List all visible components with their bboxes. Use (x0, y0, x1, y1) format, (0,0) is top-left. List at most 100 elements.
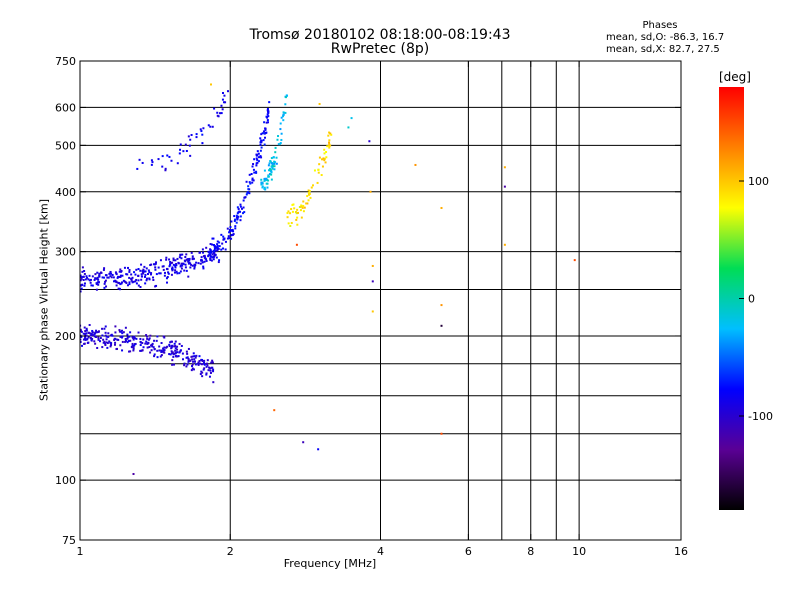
data-point (120, 270, 123, 273)
data-point (150, 272, 153, 275)
data-point (209, 243, 212, 246)
data-point (321, 165, 324, 168)
data-point (135, 278, 138, 281)
data-point (176, 348, 179, 351)
data-point (237, 208, 240, 211)
data-point (107, 335, 110, 338)
data-point (104, 325, 107, 328)
data-point (282, 119, 285, 122)
data-point (88, 274, 91, 277)
data-point (85, 275, 88, 278)
data-point (251, 178, 254, 181)
data-point (191, 367, 194, 370)
data-point (102, 338, 105, 341)
data-point (218, 241, 221, 244)
data-point (139, 344, 142, 347)
data-point (129, 350, 132, 353)
data-point (165, 281, 168, 284)
data-point (165, 258, 168, 261)
data-point (289, 224, 292, 227)
data-point (199, 373, 202, 376)
data-point (256, 150, 259, 153)
data-point (114, 279, 117, 282)
data-point (185, 149, 188, 152)
data-point (147, 338, 150, 341)
data-point (299, 209, 302, 212)
data-point (347, 126, 350, 129)
data-point (187, 347, 190, 350)
data-point (145, 267, 148, 270)
data-point (162, 347, 165, 350)
data-point (226, 90, 229, 93)
data-point (162, 268, 165, 271)
data-point (153, 348, 156, 351)
data-point (176, 351, 179, 354)
data-point (95, 288, 98, 291)
data-point (211, 256, 214, 259)
data-point (209, 125, 212, 128)
data-point (310, 186, 313, 189)
data-point (172, 355, 175, 358)
data-point (87, 278, 90, 281)
data-point (215, 256, 218, 259)
data-point (216, 247, 219, 250)
data-point (103, 276, 106, 279)
x-tick-label: 6 (465, 545, 472, 558)
data-point (273, 160, 276, 163)
data-point (209, 259, 212, 262)
data-point (121, 274, 124, 277)
data-point (89, 332, 92, 335)
data-point (109, 345, 112, 348)
data-point (323, 157, 326, 160)
data-point (205, 373, 208, 376)
x-tick-label: 10 (572, 545, 586, 558)
data-point (414, 163, 417, 166)
data-point (191, 355, 194, 358)
data-point (110, 342, 113, 345)
data-point (197, 262, 200, 265)
data-point (103, 282, 106, 285)
data-point (270, 162, 273, 165)
data-point (220, 233, 223, 236)
data-point (96, 271, 99, 274)
data-point (104, 274, 107, 277)
data-point (128, 270, 131, 273)
data-point (503, 243, 506, 246)
data-point (204, 257, 207, 260)
data-point (316, 181, 319, 184)
data-point (182, 262, 185, 265)
data-point (231, 228, 234, 231)
data-point (212, 370, 215, 373)
data-point (267, 169, 270, 172)
data-point (159, 272, 162, 275)
data-point (161, 155, 164, 158)
data-point (195, 136, 198, 139)
data-point (191, 363, 194, 366)
data-point (84, 338, 87, 341)
data-point (200, 258, 203, 261)
data-point (259, 149, 262, 152)
data-point (267, 111, 270, 114)
data-point (199, 362, 202, 365)
data-point (325, 151, 328, 154)
data-point (140, 263, 143, 266)
data-point (252, 179, 255, 182)
data-point (263, 186, 266, 189)
data-point (257, 160, 260, 163)
data-point (153, 263, 156, 266)
data-point (158, 345, 161, 348)
data-point (152, 276, 155, 279)
data-point (329, 132, 332, 135)
data-point (80, 275, 82, 278)
data-point (83, 269, 86, 272)
data-point (140, 341, 143, 344)
data-point (295, 212, 298, 215)
data-point (183, 364, 186, 367)
data-point (164, 169, 167, 172)
data-point (219, 112, 222, 115)
data-point (168, 265, 171, 268)
data-point (150, 343, 153, 346)
data-point (121, 340, 124, 343)
data-point (185, 253, 188, 256)
data-point (179, 143, 182, 146)
